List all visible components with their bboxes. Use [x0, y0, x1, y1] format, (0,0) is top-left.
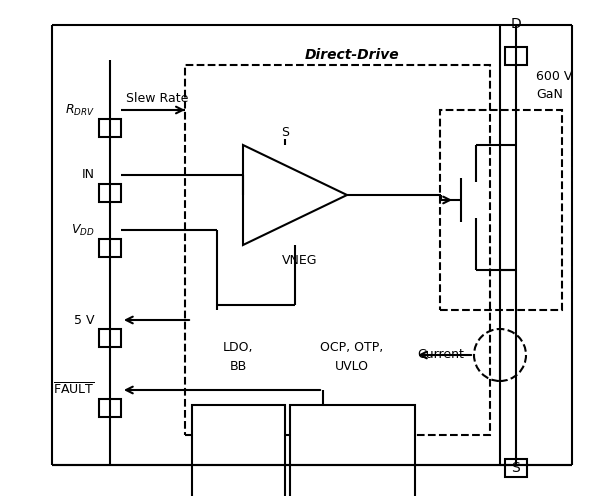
Bar [99, 399, 121, 417]
Bar [192, 405, 285, 496]
Text: 600 V
GaN: 600 V GaN [536, 69, 572, 101]
Text: $\overline{\mathrm{FAULT}}$: $\overline{\mathrm{FAULT}}$ [54, 382, 95, 398]
Text: IN: IN [82, 169, 95, 182]
Bar [505, 459, 527, 477]
Text: VNEG: VNEG [282, 253, 318, 266]
Text: Direct-Drive: Direct-Drive [305, 48, 399, 62]
Bar [290, 405, 415, 496]
Text: Slew Rate: Slew Rate [126, 91, 188, 105]
Bar [99, 119, 121, 137]
Text: S: S [281, 126, 289, 139]
Text: Current: Current [417, 349, 464, 362]
Bar [185, 65, 490, 435]
Text: $V_{DD}$: $V_{DD}$ [71, 222, 95, 238]
Bar [99, 239, 121, 257]
Bar [99, 329, 121, 347]
Text: S: S [511, 461, 520, 475]
Text: LDO,
BB: LDO, BB [223, 342, 254, 372]
Bar [505, 47, 527, 65]
Text: 5 V: 5 V [75, 313, 95, 326]
Bar [99, 184, 121, 202]
Bar [440, 110, 562, 310]
Text: $R_{DRV}$: $R_{DRV}$ [65, 103, 95, 118]
Text: OCP, OTP,
UVLO: OCP, OTP, UVLO [320, 342, 384, 372]
Text: D: D [511, 17, 522, 31]
